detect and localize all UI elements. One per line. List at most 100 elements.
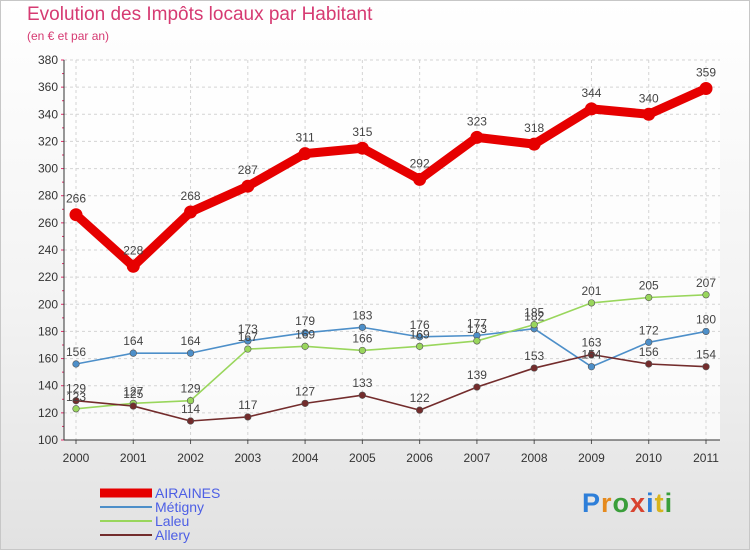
y-tick-label: 180 (38, 324, 58, 338)
logo-letter: o (612, 488, 631, 518)
y-tick-label: 280 (38, 189, 58, 203)
series-point-métigny (129, 349, 137, 357)
legend-label-métigny: Métigny (155, 499, 204, 515)
grid (64, 59, 720, 441)
legend-label-allery: Allery (155, 527, 190, 543)
y-tick-label: 200 (38, 297, 58, 311)
chart-subtitle: (en € et par an) (27, 29, 110, 43)
data-label-airaines: 323 (467, 114, 487, 128)
y-tick-label: 260 (38, 216, 58, 230)
series-point-métigny (702, 327, 710, 336)
data-label-allery: 156 (639, 345, 659, 359)
data-label-métigny: 179 (295, 314, 315, 328)
data-label-métigny: 173 (238, 322, 258, 336)
data-label-airaines: 228 (123, 243, 143, 257)
series-point-allery (645, 360, 653, 368)
data-label-laleu: 123 (66, 390, 86, 404)
proxiti-logo: Proxiti (582, 488, 673, 519)
data-label-allery: 117 (238, 398, 257, 412)
data-label-allery: 139 (467, 368, 487, 382)
y-tick-label: 220 (38, 270, 58, 284)
series-point-airaines (69, 208, 83, 222)
data-label-airaines: 292 (410, 156, 430, 170)
series-point-laleu (72, 405, 80, 413)
data-label-laleu: 169 (295, 327, 315, 341)
series-point-airaines (355, 141, 369, 155)
data-label-métigny: 177 (467, 317, 487, 331)
data-label-allery: 133 (352, 376, 372, 390)
data-label-laleu: 201 (581, 284, 601, 298)
data-label-allery: 122 (410, 391, 430, 405)
logo-letter: x (630, 488, 647, 518)
data-label-allery: 114 (181, 402, 200, 416)
data-label-métigny: 156 (66, 345, 86, 359)
data-label-laleu: 185 (524, 306, 544, 320)
data-label-allery: 127 (295, 384, 315, 398)
data-label-métigny: 164 (123, 334, 143, 348)
data-label-airaines: 318 (524, 121, 544, 135)
logo-letter: i (646, 488, 655, 518)
x-tick-label: 2010 (635, 451, 662, 465)
series-point-airaines (527, 137, 541, 151)
series-point-métigny (244, 337, 252, 345)
series-point-laleu (358, 346, 366, 355)
logo-letter: t (654, 488, 665, 518)
series-point-airaines (126, 259, 140, 273)
x-tick-label: 2003 (234, 451, 261, 465)
y-tick-label: 140 (38, 379, 58, 393)
y-tick-label: 120 (38, 406, 58, 420)
data-label-laleu: 129 (181, 382, 201, 396)
data-label-laleu: 127 (123, 384, 143, 398)
series-point-laleu (530, 321, 538, 329)
data-label-allery: 154 (696, 348, 716, 362)
x-tick-label: 2004 (292, 451, 319, 465)
y-tick-label: 360 (38, 80, 58, 94)
legend-label-laleu: Laleu (155, 513, 189, 529)
data-label-airaines: 287 (238, 163, 258, 177)
data-label-laleu: 166 (352, 331, 372, 345)
series-point-airaines (184, 205, 198, 219)
y-tick-label: 300 (38, 162, 58, 176)
series-point-allery (530, 364, 538, 372)
series-point-métigny (416, 333, 424, 341)
y-tick-label: 340 (38, 107, 58, 121)
data-label-métigny: 182 (524, 310, 544, 324)
series-line-métigny (75, 326, 707, 368)
series-point-métigny (645, 338, 653, 346)
series-point-allery (301, 399, 309, 407)
series-point-métigny (72, 360, 80, 368)
data-label-métigny: 164 (181, 334, 201, 348)
data-label-airaines: 315 (352, 125, 372, 139)
series-point-airaines (413, 172, 427, 186)
data-label-allery: 125 (123, 387, 143, 401)
x-tick-label: 2006 (406, 451, 433, 465)
series-point-allery (129, 402, 137, 410)
series-point-allery (416, 406, 424, 414)
x-tick-label: 2009 (578, 451, 605, 465)
data-label-métigny: 172 (639, 323, 659, 337)
legend-label-airaines: AIRAINES (155, 485, 220, 501)
data-label-allery: 163 (581, 336, 601, 350)
series-point-laleu (473, 337, 481, 345)
series-point-laleu (301, 342, 309, 350)
data-label-airaines: 344 (581, 86, 601, 100)
x-tick-label: 2000 (63, 451, 90, 465)
series-point-allery (702, 363, 710, 371)
series-layer (69, 82, 713, 425)
data-label-métigny: 180 (696, 312, 716, 326)
data-label-allery: 129 (66, 382, 86, 396)
series-point-laleu (244, 345, 252, 353)
series-point-métigny (301, 329, 309, 337)
y-tick-label: 100 (38, 433, 58, 447)
series-point-allery (358, 391, 366, 399)
series-point-métigny (587, 363, 596, 371)
y-tick-label: 240 (38, 243, 58, 257)
data-label-laleu: 205 (639, 279, 659, 293)
y-tick-label: 320 (38, 134, 58, 148)
series-point-laleu (702, 291, 710, 299)
data-label-airaines: 266 (66, 192, 86, 206)
data-label-allery: 153 (524, 349, 544, 363)
series-point-allery (72, 397, 80, 405)
